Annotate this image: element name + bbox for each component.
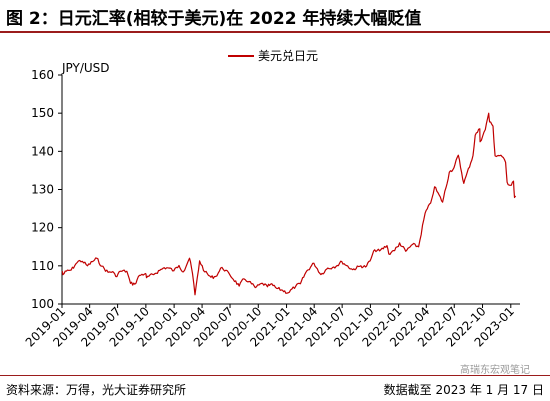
footer-divider	[0, 375, 550, 376]
exchange-rate-chart: JPY/USD 美元兑日元 1001101201301401501602019-…	[23, 49, 520, 350]
figure-title: 图 2：日元汇率(相较于美元)在 2022 年持续大幅贬值	[6, 9, 422, 29]
y-tick-label: 120	[31, 221, 54, 235]
axes: 1001101201301401501602019-012019-042019-…	[23, 68, 520, 350]
y-tick-label: 140	[31, 144, 54, 158]
chart-area: JPY/USD 美元兑日元 100 110 120 130 140 150 160 2019-…	[0, 34, 550, 374]
date-note: 数据截至 2023 年 1 月 17 日	[383, 383, 544, 397]
y-axis-label: JPY/USD	[61, 61, 110, 75]
watermark: 高瑞东宏观笔记	[460, 365, 530, 376]
figure-header: 图 2：日元汇率(相较于美元)在 2022 年持续大幅贬值	[0, 0, 550, 33]
header-divider	[0, 31, 550, 33]
y-tick-label: 110	[31, 259, 54, 273]
plot-area	[61, 112, 517, 296]
source-note: 资料来源：万得，光大证券研究所	[6, 383, 187, 397]
y-tick-label: 150	[31, 106, 54, 120]
legend-label: 美元兑日元	[258, 49, 318, 63]
legend: 美元兑日元	[228, 49, 318, 63]
y-tick-label: 160	[31, 68, 54, 82]
series-line	[61, 112, 517, 296]
y-tick-label: 130	[31, 183, 54, 197]
y-tick-label: 100	[31, 297, 54, 311]
